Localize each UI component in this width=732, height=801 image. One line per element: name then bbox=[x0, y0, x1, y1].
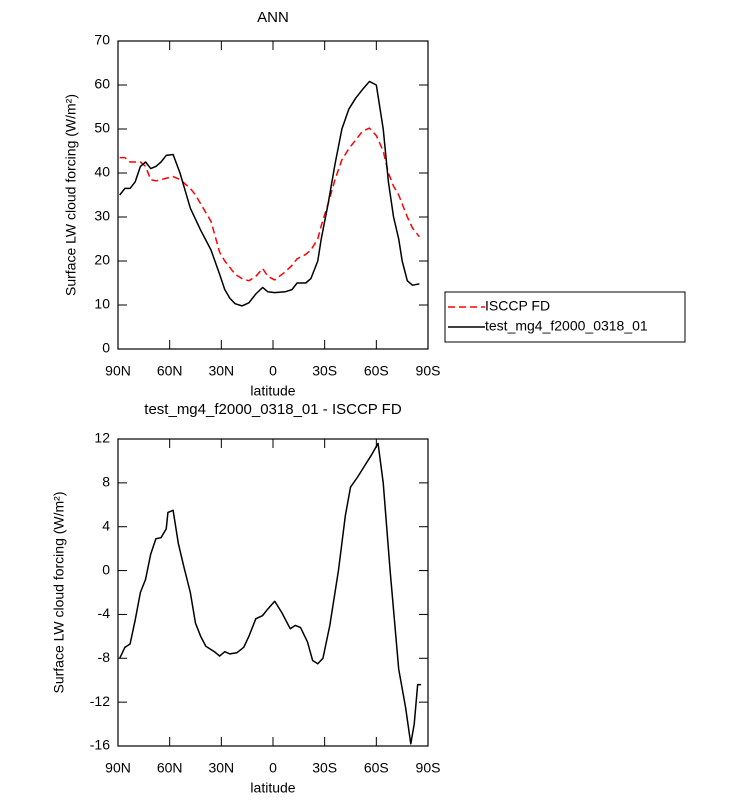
y-tick-label: 12 bbox=[94, 430, 110, 446]
legend-label: test_mg4_f2000_0318_01 bbox=[485, 318, 648, 334]
x-axis-label: latitude bbox=[250, 780, 295, 796]
x-tick-label: 60N bbox=[157, 363, 183, 379]
y-tick-label: 50 bbox=[94, 120, 110, 136]
x-tick-label: 60N bbox=[157, 760, 183, 776]
data-line bbox=[119, 442, 422, 745]
y-tick-label: 8 bbox=[102, 474, 110, 490]
x-tick-label: 90S bbox=[416, 760, 441, 776]
y-tick-label: -4 bbox=[98, 605, 111, 621]
x-tick-label: 60S bbox=[364, 760, 389, 776]
x-tick-label: 30N bbox=[208, 760, 234, 776]
x-tick-label: 90N bbox=[105, 760, 131, 776]
legend-label: ISCCP FD bbox=[485, 298, 550, 314]
y-tick-label: 60 bbox=[94, 76, 110, 92]
y-axis-label: Surface LW cloud forcing (W/m²) bbox=[63, 94, 79, 296]
y-tick-label: 0 bbox=[102, 561, 110, 577]
legend-box bbox=[444, 291, 686, 343]
y-tick-label: 30 bbox=[94, 208, 110, 224]
y-tick-label: 40 bbox=[94, 164, 110, 180]
y-tick-label: 4 bbox=[102, 517, 110, 533]
x-tick-label: 90S bbox=[416, 363, 441, 379]
x-tick-label: 30S bbox=[312, 363, 337, 379]
x-tick-label: 30S bbox=[312, 760, 337, 776]
data-line bbox=[119, 80, 420, 307]
chart-title: test_mg4_f2000_0318_01 - ISCCP FD bbox=[144, 401, 402, 418]
y-tick-label: 20 bbox=[94, 252, 110, 268]
plot-frame bbox=[117, 438, 429, 747]
x-axis-label: latitude bbox=[250, 383, 295, 399]
y-axis-label: Surface LW cloud forcing (W/m²) bbox=[51, 491, 67, 693]
x-tick-label: 0 bbox=[269, 760, 277, 776]
y-tick-label: -16 bbox=[90, 737, 110, 753]
y-tick-label: 10 bbox=[94, 296, 110, 312]
y-tick-label: -12 bbox=[90, 693, 110, 709]
x-tick-label: 60S bbox=[364, 363, 389, 379]
chart-title: ANN bbox=[257, 9, 289, 26]
plot-frame bbox=[117, 40, 429, 350]
y-tick-label: 70 bbox=[94, 32, 110, 48]
x-tick-label: 0 bbox=[269, 363, 277, 379]
x-tick-label: 30N bbox=[208, 363, 234, 379]
y-tick-label: 0 bbox=[102, 340, 110, 356]
x-tick-label: 90N bbox=[105, 363, 131, 379]
y-tick-label: -8 bbox=[98, 649, 111, 665]
data-line bbox=[119, 127, 420, 282]
